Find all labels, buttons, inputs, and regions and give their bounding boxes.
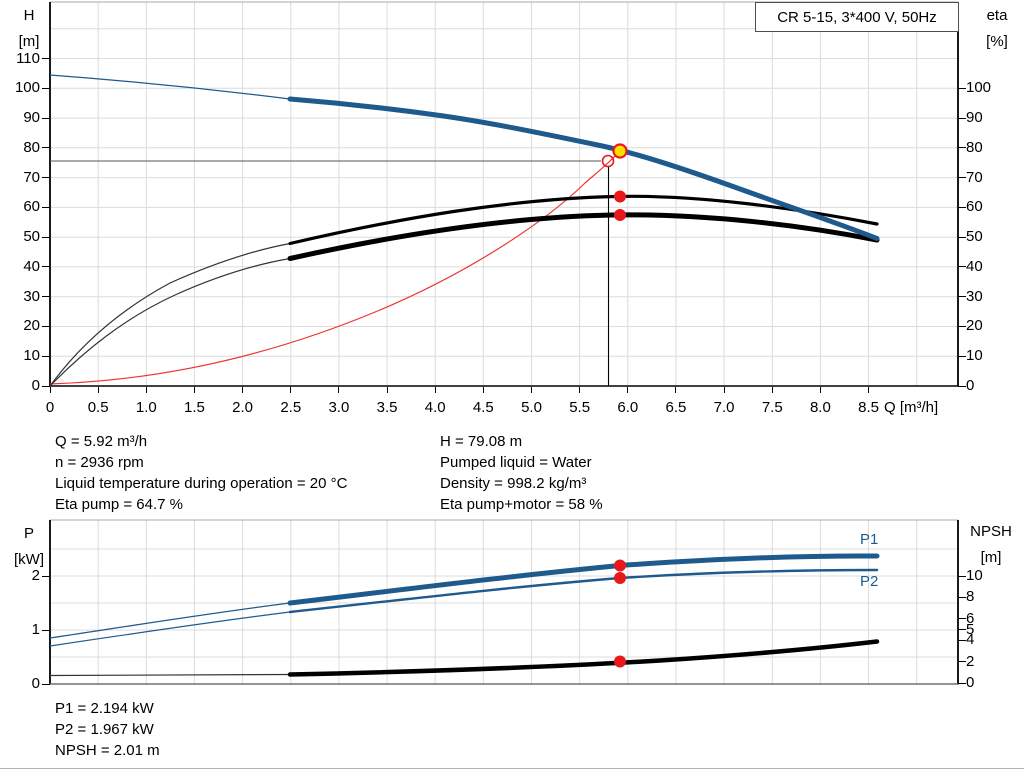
p2-series-label: P2	[860, 573, 879, 590]
pump-designation-box: CR 5-15, 3*400 V, 50Hz	[755, 2, 959, 32]
npsh-curve-lead	[49, 673, 291, 677]
p2-result-text: P2 = 1.967 kW	[55, 721, 154, 738]
eta-pump-duty-dot	[614, 190, 626, 203]
duty-info-left-column: Q = 5.92 m³/h n = 2936 rpm Liquid temper…	[55, 431, 347, 515]
duty-density-text: Density = 998.2 kg/m³	[440, 475, 587, 492]
top-chart-horizontal-grid	[50, 28, 958, 357]
eta-axis-title: eta [%]	[974, 3, 1020, 55]
eta-pump-motor-curve[interactable]	[287, 212, 880, 261]
p1-duty-dot	[614, 559, 626, 572]
bottom-chart-horizontal-grid	[50, 548, 958, 658]
system-curve	[49, 150, 621, 385]
npsh-duty-dot	[614, 655, 626, 668]
npsh-curve[interactable]	[287, 639, 880, 677]
bottom-chart-vertical-grid	[97, 520, 918, 684]
h-axis-title-unit: [m]	[18, 33, 40, 50]
top-chart-duty-markers	[601, 143, 628, 221]
eta-pump-motor-duty-dot	[614, 209, 626, 221]
q-axis-unit-label: Q [m³/h]	[884, 399, 939, 416]
p-axis-title-unit: [kW]	[14, 551, 44, 568]
top-chart-frame	[49, 1, 959, 387]
duty-q-text: Q = 5.92 m³/h	[55, 433, 148, 450]
npsh-axis-title: NPSH [m]	[962, 519, 1020, 571]
p1-curve-lead	[49, 602, 291, 639]
qh-curve-lead	[49, 74, 291, 100]
duty-eta-pump-text: Eta pump = 64.7 %	[55, 496, 183, 513]
duty-speed-text: n = 2936 rpm	[55, 454, 144, 471]
duty-pumped-liquid-text: Pumped liquid = Water	[440, 454, 592, 471]
eta-axis-title-symbol: eta	[986, 7, 1008, 24]
eta-pump-curve-lead	[49, 242, 291, 387]
duty-head-text: H = 79.08 m	[440, 433, 523, 450]
pump-designation-label: CR 5-15, 3*400 V, 50Hz	[777, 8, 937, 26]
npsh-axis-title-symbol: NPSH	[970, 523, 1012, 540]
duty-point-marker[interactable]	[612, 143, 628, 159]
h-axis-title: H [m]	[7, 3, 51, 55]
qh-curve[interactable]	[287, 96, 880, 241]
p1-series-label: P1	[860, 531, 879, 548]
bottom-chart-frame	[49, 519, 959, 685]
duty-eta-pump-motor-text: Eta pump+motor = 58 %	[440, 496, 603, 513]
p2-curve-lead	[49, 611, 291, 647]
top-chart-vertical-grid	[97, 2, 918, 386]
eta-pump-motor-curve-lead	[49, 257, 291, 387]
duty-info-right-column: H = 79.08 m Pumped liquid = Water Densit…	[440, 431, 603, 515]
bottom-divider-line	[0, 768, 1024, 769]
eta-axis-title-unit: [%]	[986, 33, 1008, 50]
duty-liquid-temperature-text: Liquid temperature during operation = 20…	[55, 475, 348, 492]
bottom-chart-duty-markers	[614, 559, 626, 668]
npsh-axis-title-unit: [m]	[980, 549, 1002, 566]
power-info-block: P1 = 2.194 kW P2 = 1.967 kW NPSH = 2.01 …	[55, 698, 160, 761]
p1-result-text: P1 = 2.194 kW	[55, 700, 154, 717]
eta-pump-curve[interactable]	[288, 194, 879, 246]
p-axis-title: P [kW]	[7, 521, 51, 573]
duty-crosshair	[50, 160, 610, 386]
p-axis-title-symbol: P	[23, 525, 34, 542]
p1-curve[interactable]	[287, 553, 880, 606]
rated-point-marker[interactable]	[601, 154, 615, 168]
h-axis-title-symbol: H	[23, 7, 35, 24]
npsh-result-text: NPSH = 2.01 m	[55, 742, 160, 759]
p2-duty-dot	[614, 572, 626, 584]
